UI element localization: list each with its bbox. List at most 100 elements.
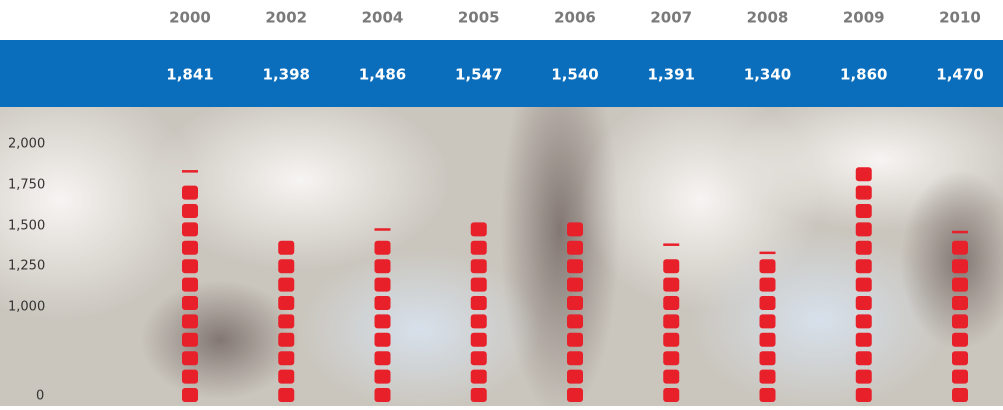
bar-block-partial bbox=[760, 252, 776, 255]
bar-block bbox=[856, 333, 872, 347]
bar-block-partial bbox=[375, 228, 391, 231]
bar-block bbox=[567, 241, 583, 255]
bar-block bbox=[567, 314, 583, 328]
bar-block bbox=[760, 333, 776, 347]
bar-block bbox=[182, 388, 198, 402]
bar-block bbox=[278, 296, 294, 310]
bar-block bbox=[663, 278, 679, 292]
value-label: 1,540 bbox=[551, 66, 598, 84]
bar-block bbox=[760, 314, 776, 328]
bar-block bbox=[952, 296, 968, 310]
bar-block bbox=[182, 222, 198, 236]
bar-block bbox=[567, 351, 583, 365]
bar-block bbox=[182, 314, 198, 328]
bar-block bbox=[471, 241, 487, 255]
bar-block bbox=[182, 259, 198, 273]
value-label: 1,391 bbox=[648, 66, 695, 84]
chart: 01,0001,2501,5001,7502,00020001,84120021… bbox=[0, 0, 1003, 406]
bar-block bbox=[375, 333, 391, 347]
bar-block bbox=[760, 259, 776, 273]
bar-block bbox=[182, 333, 198, 347]
y-tick-label: 1,750 bbox=[8, 178, 45, 193]
bar-block bbox=[375, 370, 391, 384]
bar-block bbox=[952, 370, 968, 384]
value-label: 1,486 bbox=[359, 66, 406, 84]
y-tick-label: 1,500 bbox=[8, 219, 45, 234]
bar-block bbox=[567, 222, 583, 236]
year-label: 2010 bbox=[939, 9, 981, 27]
value-label: 1,470 bbox=[936, 66, 983, 84]
bar-block bbox=[856, 241, 872, 255]
bar-block bbox=[567, 333, 583, 347]
bar bbox=[663, 243, 679, 402]
bar-block bbox=[856, 167, 872, 181]
bar-block bbox=[856, 204, 872, 218]
year-label: 2008 bbox=[747, 9, 789, 27]
year-label: 2002 bbox=[265, 9, 307, 27]
bar-block bbox=[952, 314, 968, 328]
bar-block bbox=[856, 278, 872, 292]
bar-block bbox=[182, 351, 198, 365]
bar-block bbox=[760, 296, 776, 310]
year-label: 2009 bbox=[843, 9, 885, 27]
bar-block bbox=[663, 370, 679, 384]
bar-block bbox=[471, 278, 487, 292]
bar-block bbox=[567, 388, 583, 402]
y-tick-label: 1,250 bbox=[8, 259, 45, 274]
bar-block bbox=[760, 351, 776, 365]
bar-block bbox=[471, 296, 487, 310]
bar-block-partial bbox=[663, 243, 679, 246]
bar-block bbox=[375, 241, 391, 255]
bar-block bbox=[952, 241, 968, 255]
bar-block bbox=[952, 259, 968, 273]
bar-block bbox=[471, 388, 487, 402]
y-tick-label: 2,000 bbox=[8, 137, 45, 152]
bar-block bbox=[663, 351, 679, 365]
bar-block bbox=[375, 259, 391, 273]
bar-block bbox=[182, 296, 198, 310]
year-label: 2005 bbox=[458, 9, 500, 27]
value-label: 1,398 bbox=[263, 66, 310, 84]
bar-block bbox=[952, 388, 968, 402]
bar-block bbox=[856, 388, 872, 402]
bar-block bbox=[182, 370, 198, 384]
bar-block bbox=[856, 259, 872, 273]
bar-block bbox=[182, 241, 198, 255]
year-label: 2000 bbox=[169, 9, 211, 27]
bar-block bbox=[760, 370, 776, 384]
bar-block bbox=[856, 222, 872, 236]
bar-block bbox=[278, 388, 294, 402]
bar-block bbox=[471, 259, 487, 273]
bar-block bbox=[471, 370, 487, 384]
bar-block bbox=[278, 370, 294, 384]
bar-block bbox=[567, 370, 583, 384]
bar bbox=[375, 228, 391, 402]
bar-block bbox=[567, 259, 583, 273]
value-label: 1,547 bbox=[455, 66, 502, 84]
bar-block bbox=[182, 278, 198, 292]
bar-block bbox=[856, 351, 872, 365]
bar-block bbox=[375, 351, 391, 365]
y-tick-label: 0 bbox=[36, 389, 44, 404]
bar-block bbox=[278, 351, 294, 365]
bar-block bbox=[278, 333, 294, 347]
value-label: 1,841 bbox=[166, 66, 213, 84]
bar-block bbox=[856, 370, 872, 384]
bar-block bbox=[471, 222, 487, 236]
bar-block bbox=[663, 314, 679, 328]
bar-block-partial bbox=[182, 170, 198, 173]
bar-block bbox=[952, 351, 968, 365]
bar-block bbox=[278, 259, 294, 273]
bar-block bbox=[471, 351, 487, 365]
bar-block bbox=[278, 314, 294, 328]
bar-block bbox=[856, 186, 872, 200]
bar-block bbox=[663, 296, 679, 310]
bar-block bbox=[663, 259, 679, 273]
value-label: 1,860 bbox=[840, 66, 887, 84]
bar-block bbox=[567, 296, 583, 310]
value-label: 1,340 bbox=[744, 66, 791, 84]
bar-block bbox=[375, 314, 391, 328]
bar-block bbox=[471, 314, 487, 328]
bar-block bbox=[182, 186, 198, 200]
bar bbox=[278, 241, 294, 402]
